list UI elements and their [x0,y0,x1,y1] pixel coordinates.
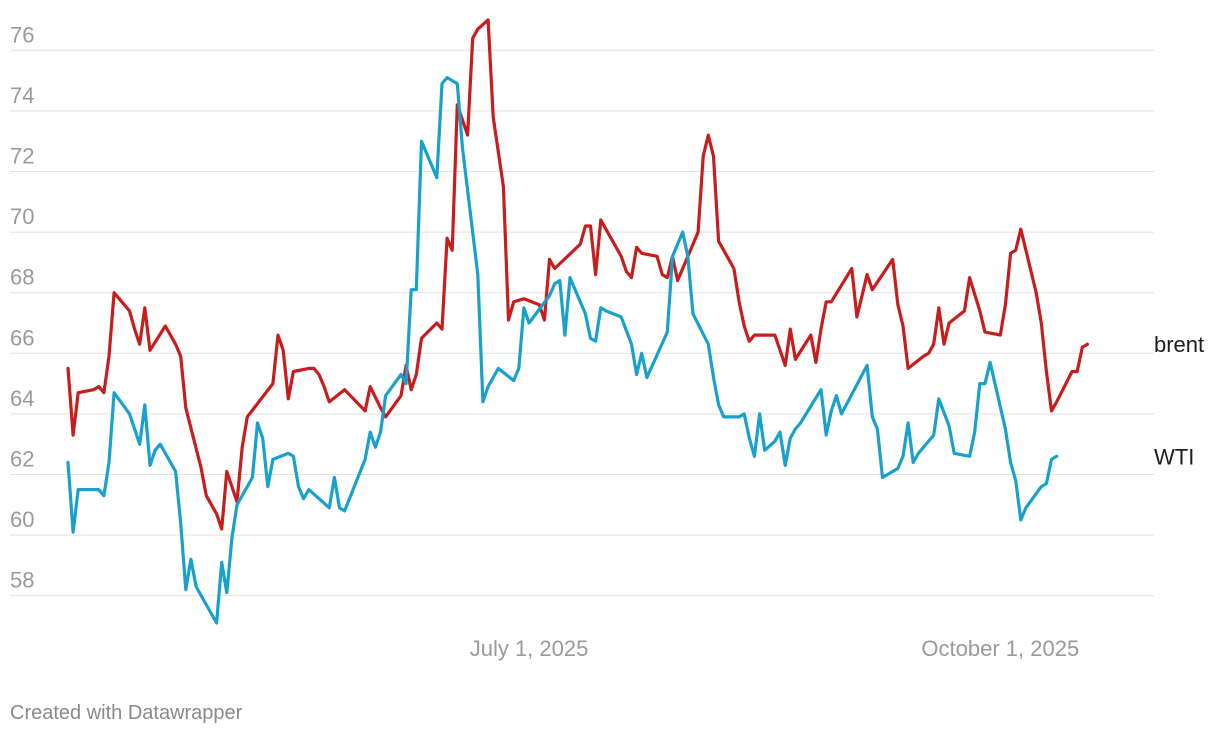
y-tick-label: 66 [10,325,34,350]
y-axis-tick-labels: 58 60 62 64 66 68 70 72 74 76 [10,22,34,592]
x-tick-label: July 1, 2025 [470,636,589,661]
x-tick-label: October 1, 2025 [921,636,1079,661]
y-tick-label: 58 [10,568,34,593]
y-tick-label: 70 [10,204,34,229]
y-tick-label: 72 [10,144,34,169]
footer-credit: Created with Datawrapper [10,702,243,724]
series-label-wti: WTI [1154,444,1194,469]
y-tick-label: 68 [10,265,34,290]
series-line-brent [66,18,1089,531]
x-axis-tick-labels: July 1, 2025 October 1, 2025 [470,636,1079,661]
series-label-brent: brent [1154,332,1204,357]
y-tick-label: 74 [10,83,34,108]
y-tick-label: 60 [10,507,34,532]
gridlines [10,49,1154,597]
y-tick-label: 76 [10,22,34,47]
series-lines [66,18,1089,625]
series-line-wti [66,76,1059,625]
y-tick-label: 64 [10,386,34,411]
series-labels: brent WTI [1154,332,1204,469]
y-tick-label: 62 [10,447,34,472]
